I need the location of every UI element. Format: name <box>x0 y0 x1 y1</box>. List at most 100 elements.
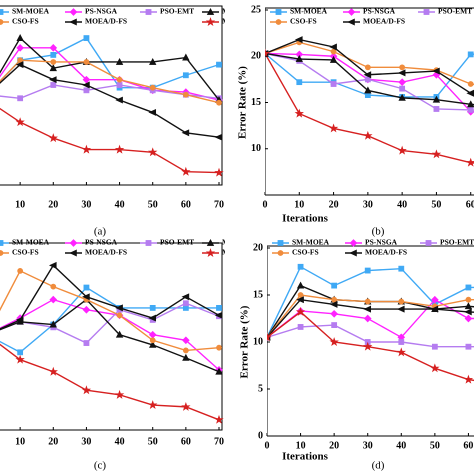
marker <box>83 284 90 291</box>
marker <box>398 265 405 272</box>
x-tick-label: 70 <box>214 436 224 447</box>
plot-frame <box>267 245 474 437</box>
legend-entry: MT-PSO <box>202 7 225 16</box>
x-tick-label: 40 <box>396 440 406 451</box>
marker <box>467 100 474 108</box>
marker <box>329 43 337 51</box>
y-tick-label: 5 <box>258 383 263 394</box>
marker <box>181 293 190 301</box>
legend-label: CSO-FS <box>12 17 39 26</box>
legend-label: MOEA/D-FS <box>363 17 405 26</box>
marker <box>49 295 58 304</box>
x-tick-label: 40 <box>397 199 407 210</box>
legend-entry: PSO-EMT <box>140 7 194 16</box>
series-line <box>0 47 220 101</box>
marker <box>296 296 304 304</box>
marker <box>431 343 438 350</box>
marker <box>50 59 57 65</box>
legend-label: PS-NSGA <box>365 238 398 247</box>
plot-area: SM-MOEAPS-NSGAPSO-EMTMT-PSOCSO-FSMOEA/D-… <box>265 7 474 196</box>
marker <box>294 36 303 44</box>
legend-entry: SM-MOEA <box>0 7 50 16</box>
marker <box>83 59 90 65</box>
marker <box>364 76 371 83</box>
marker <box>330 81 337 87</box>
marker <box>16 34 24 41</box>
series-line <box>0 37 220 89</box>
series-line <box>267 298 474 339</box>
legend-label: MF-CSO <box>222 248 252 257</box>
marker <box>329 337 339 346</box>
marker <box>331 322 338 328</box>
legend-label: MOEA/D-FS <box>365 248 407 257</box>
marker <box>364 86 372 94</box>
marker <box>50 283 57 290</box>
legend-entry: PS-NSGA <box>343 7 396 16</box>
marker <box>17 267 24 274</box>
x-tick-label: 30 <box>363 440 373 451</box>
marker <box>464 308 472 316</box>
marker <box>149 340 157 348</box>
series-line <box>0 63 220 138</box>
series-line <box>265 41 474 86</box>
marker <box>396 347 406 357</box>
series-line <box>265 52 474 98</box>
marker <box>297 292 304 298</box>
marker <box>115 304 123 312</box>
legend-entry: MOEA/D-FS <box>343 17 405 26</box>
panel-caption: (d) <box>372 460 385 472</box>
legend-entry: PS-NSGA <box>345 238 398 247</box>
x-tick-label: 20 <box>329 199 339 210</box>
legend-marker <box>0 19 4 25</box>
legend-marker <box>206 238 215 246</box>
x-tick-label: 40 <box>115 436 125 447</box>
x-tick-label: 40 <box>115 199 125 210</box>
legend-label: MT-PSO <box>222 238 251 247</box>
marker <box>48 133 58 143</box>
marker <box>363 305 372 313</box>
marker <box>431 149 442 159</box>
panel: SM-MOEAPS-NSGAPSO-EMTMT-PSOCSO-FSMOEA/D-… <box>239 238 474 472</box>
legend-entry: SM-MOEA <box>0 238 50 247</box>
marker <box>50 82 57 88</box>
legend-label: MOEA/D-FS <box>85 17 127 26</box>
marker <box>83 340 90 346</box>
marker <box>363 71 372 79</box>
plot-area: SM-MOEAPS-NSGAPSO-EMTMT-PSOCSO-FSMOEA/D-… <box>267 238 474 437</box>
x-tick-label: 30 <box>81 436 91 447</box>
marker <box>467 107 474 113</box>
legend-marker <box>69 8 78 16</box>
series-line <box>265 52 474 111</box>
x-axis-label: Iterations <box>282 213 329 225</box>
marker <box>294 108 304 118</box>
legend-label: MF-CSO <box>222 17 252 26</box>
marker <box>83 35 90 41</box>
legend-marker <box>423 9 430 15</box>
legend-label: PSO-EMT <box>160 7 194 16</box>
marker <box>115 96 123 104</box>
marker <box>15 316 24 324</box>
legend-entry: CSO-FS <box>272 248 319 257</box>
legend-entry: PSO-EMT <box>420 238 474 247</box>
x-tick-label: 30 <box>363 199 373 210</box>
panel-caption: (b) <box>372 226 385 238</box>
x-tick-label: 60 <box>466 199 474 210</box>
marker <box>399 85 406 92</box>
marker <box>216 344 222 351</box>
series-line <box>0 36 220 101</box>
legend-label: SM-MOEA <box>12 238 50 247</box>
legend-entry: SM-MOEA <box>270 7 328 16</box>
series-line <box>265 52 474 113</box>
marker <box>396 305 405 313</box>
marker <box>328 123 339 133</box>
legend-marker <box>347 8 356 16</box>
marker <box>329 300 338 308</box>
marker <box>214 311 223 319</box>
x-tick-label: 50 <box>148 199 158 210</box>
x-tick-label: 10 <box>296 440 306 451</box>
marker <box>398 78 406 86</box>
